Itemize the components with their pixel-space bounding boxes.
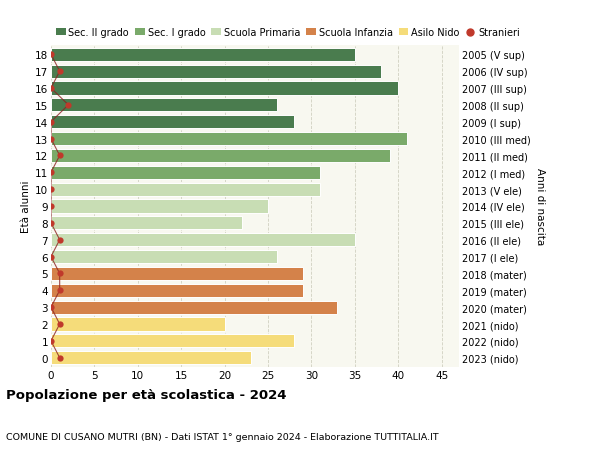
Bar — [51, 267, 303, 280]
Bar — [51, 352, 251, 364]
Bar — [51, 284, 303, 297]
Bar — [51, 318, 224, 331]
Bar — [51, 166, 320, 179]
Legend: Sec. II grado, Sec. I grado, Scuola Primaria, Scuola Infanzia, Asilo Nido, Stran: Sec. II grado, Sec. I grado, Scuola Prim… — [56, 28, 520, 38]
Bar — [51, 251, 277, 263]
Bar — [51, 49, 355, 62]
Bar — [51, 200, 268, 213]
Bar — [51, 133, 407, 146]
Y-axis label: Anni di nascita: Anni di nascita — [535, 168, 545, 245]
Text: COMUNE DI CUSANO MUTRI (BN) - Dati ISTAT 1° gennaio 2024 - Elaborazione TUTTITAL: COMUNE DI CUSANO MUTRI (BN) - Dati ISTAT… — [6, 431, 439, 441]
Bar — [51, 150, 389, 162]
Bar — [51, 234, 355, 247]
Bar — [51, 66, 381, 78]
Bar — [51, 116, 294, 129]
Bar — [51, 82, 398, 95]
Bar — [51, 301, 337, 314]
Bar — [51, 335, 294, 347]
Bar — [51, 183, 320, 196]
Text: Popolazione per età scolastica - 2024: Popolazione per età scolastica - 2024 — [6, 389, 287, 402]
Bar — [51, 217, 242, 230]
Bar — [51, 99, 277, 112]
Y-axis label: Età alunni: Età alunni — [21, 180, 31, 233]
